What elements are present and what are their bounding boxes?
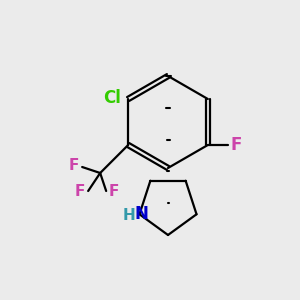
Text: F: F <box>230 136 242 154</box>
Text: H: H <box>123 208 136 223</box>
Text: F: F <box>109 184 119 200</box>
Text: Cl: Cl <box>103 89 121 107</box>
Text: F: F <box>75 184 86 200</box>
Text: F: F <box>69 158 80 173</box>
Text: N: N <box>134 205 148 223</box>
